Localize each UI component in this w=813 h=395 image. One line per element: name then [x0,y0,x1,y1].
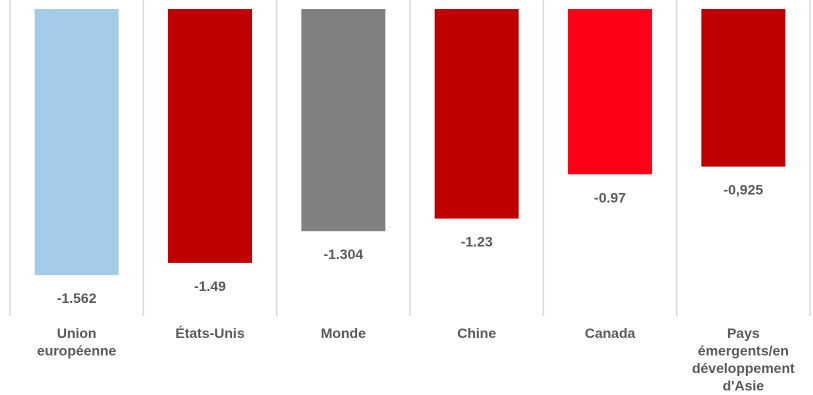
bar-value-label: -1.49 [194,278,226,294]
bar-value-label: -0.97 [594,189,626,205]
category-label: Monde [321,325,366,341]
category-label-line: émergents/en [698,343,789,359]
bar [34,9,119,276]
category-labels: Union européenne États-Unis Monde Chine Canad… [37,325,795,394]
bar-value-label: -1.23 [461,234,493,250]
bar-value-label: -0,925 [723,182,763,198]
category-label: Pays émergents/en développement d'Asie [692,325,795,394]
category-label-line: Pays [727,325,760,341]
bar-value-label: -1.562 [57,290,97,306]
category-label-line: États-Unis [175,325,244,341]
category-dividers [9,0,811,316]
bars [34,9,786,276]
category-label: États-Unis [175,325,244,341]
category-label-line: d'Asie [723,378,765,394]
category-label-line: développement [692,360,795,376]
bar [168,9,252,263]
bar-value-label: -1.304 [323,246,363,262]
category-label: Union européenne [37,325,117,359]
category-label: Chine [457,325,496,341]
category-label-line: Union [57,325,97,341]
bar [434,9,519,219]
value-labels: -1.562 -1.49 -1.304 -1.23 -0.97 -0,925 [57,182,764,307]
bar [568,9,652,175]
category-label-line: européenne [37,343,117,359]
bar [301,9,386,232]
category-label-line: Monde [321,325,366,341]
category-label-line: Canada [585,325,636,341]
category-label: Canada [585,325,636,341]
category-label-line: Chine [457,325,496,341]
bar [701,9,786,167]
